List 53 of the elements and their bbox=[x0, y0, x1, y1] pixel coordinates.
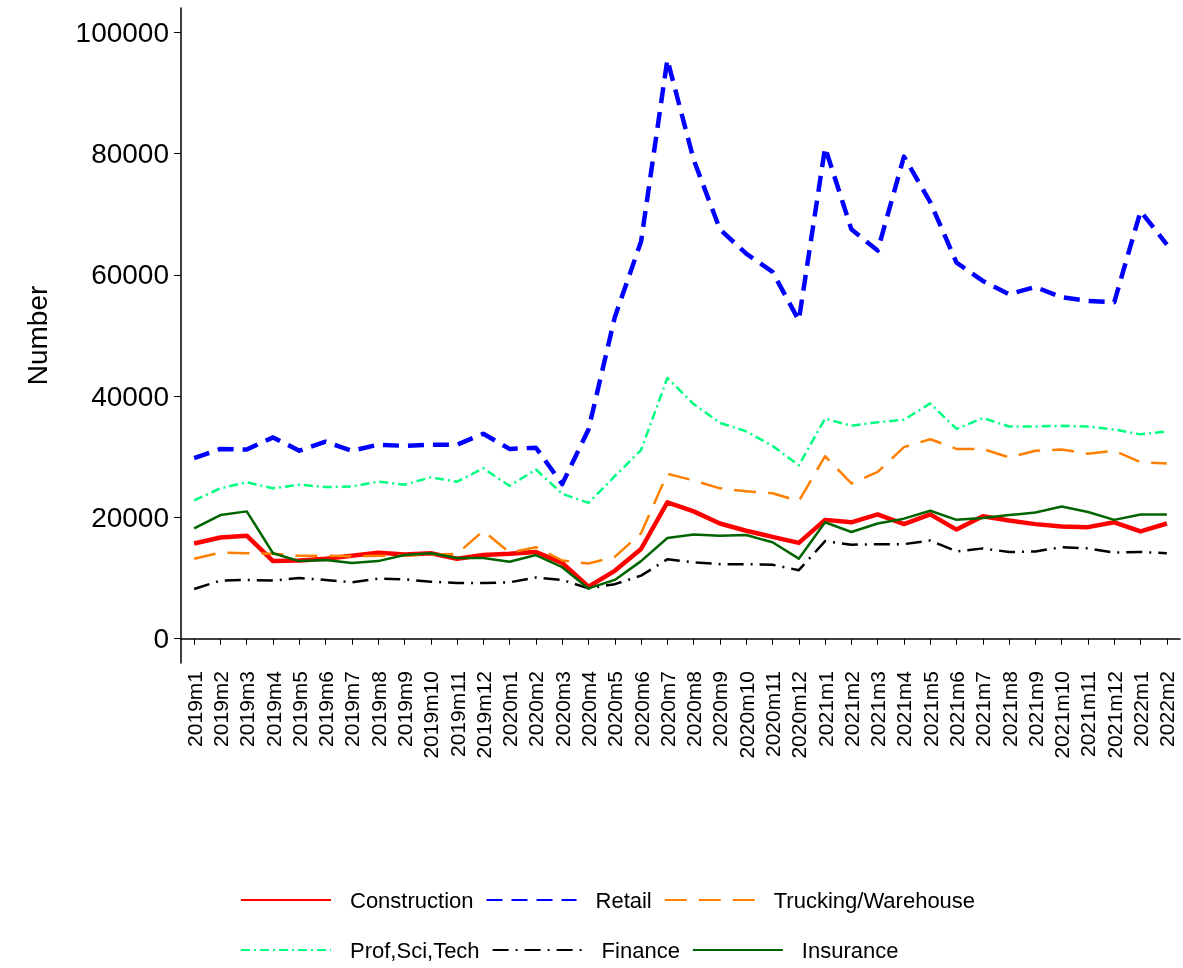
y-tick-label: 80000 bbox=[91, 138, 169, 170]
x-tick-label: 2019m10 bbox=[419, 671, 443, 759]
x-tick-label: 2022m1 bbox=[1129, 671, 1153, 747]
x-tick-label: 2021m5 bbox=[918, 671, 942, 747]
x-tick-label: 2019m5 bbox=[287, 671, 311, 747]
x-tick-label: 2020m7 bbox=[655, 671, 679, 747]
line-series bbox=[192, 437, 1169, 565]
x-tick-label: 2019m12 bbox=[471, 671, 495, 759]
x-tick-label: 2021m2 bbox=[839, 671, 863, 747]
x-tick-label: 2020m4 bbox=[576, 670, 600, 747]
x-tick-label: 2020m5 bbox=[603, 671, 627, 747]
legend-label: Trucking/Warehouse bbox=[773, 887, 976, 913]
x-tick-label: 2019m6 bbox=[314, 671, 338, 747]
x-tick-label: 2019m11 bbox=[445, 671, 469, 758]
x-tick-label: 2021m9 bbox=[1023, 671, 1047, 747]
y-tick-label: 0 bbox=[153, 623, 169, 655]
x-tick-label: 2020m6 bbox=[629, 671, 653, 747]
x-tick-label: 2020m10 bbox=[734, 671, 758, 759]
x-tick-label: 2021m11 bbox=[1076, 671, 1100, 758]
x-tick-label: 2019m7 bbox=[340, 671, 364, 747]
x-tick-label: 2021m12 bbox=[1102, 671, 1126, 759]
x-tick-label: 2020m1 bbox=[498, 671, 522, 747]
x-tick-label: 2021m4 bbox=[892, 670, 916, 747]
line-series bbox=[192, 539, 1169, 591]
x-tick-label: 2020m8 bbox=[682, 671, 706, 747]
legend-label: Insurance bbox=[801, 937, 899, 963]
x-tick-label: 2020m2 bbox=[524, 671, 548, 747]
y-tick-label: 20000 bbox=[91, 501, 169, 533]
x-tick-label: 2019m8 bbox=[366, 671, 390, 747]
x-tick-label: 2021m8 bbox=[997, 671, 1021, 747]
x-tick-label: 2020m12 bbox=[787, 671, 811, 759]
x-tick-label: 2019m9 bbox=[392, 671, 416, 747]
x-tick-label: 2020m9 bbox=[708, 671, 732, 747]
x-tick-label: 2021m1 bbox=[813, 671, 837, 747]
y-axis-title: Number bbox=[21, 285, 53, 386]
x-tick-label: 2020m11 bbox=[761, 671, 785, 758]
x-tick-label: 2019m2 bbox=[208, 671, 232, 747]
legend-label: Prof,Sci,Tech bbox=[350, 937, 480, 963]
x-tick-label: 2020m3 bbox=[550, 671, 574, 747]
x-tick-label: 2019m3 bbox=[235, 671, 259, 747]
x-tick-label: 2021m6 bbox=[945, 671, 969, 747]
y-tick-label: 60000 bbox=[91, 259, 169, 291]
x-tick-label: 2021m10 bbox=[1050, 671, 1074, 759]
legend-label: Finance bbox=[601, 937, 680, 963]
x-tick-label: 2019m1 bbox=[182, 671, 206, 747]
x-tick-label: 2022m2 bbox=[1155, 671, 1179, 747]
x-tick-label: 2021m7 bbox=[971, 671, 995, 747]
x-tick-label: 2019m4 bbox=[261, 670, 285, 747]
y-tick-label: 40000 bbox=[91, 380, 169, 412]
y-tick-label: 100000 bbox=[75, 16, 169, 48]
x-tick-label: 2021m3 bbox=[866, 671, 890, 747]
legend-label: Retail bbox=[595, 887, 652, 913]
legend-label: Construction bbox=[350, 887, 474, 913]
